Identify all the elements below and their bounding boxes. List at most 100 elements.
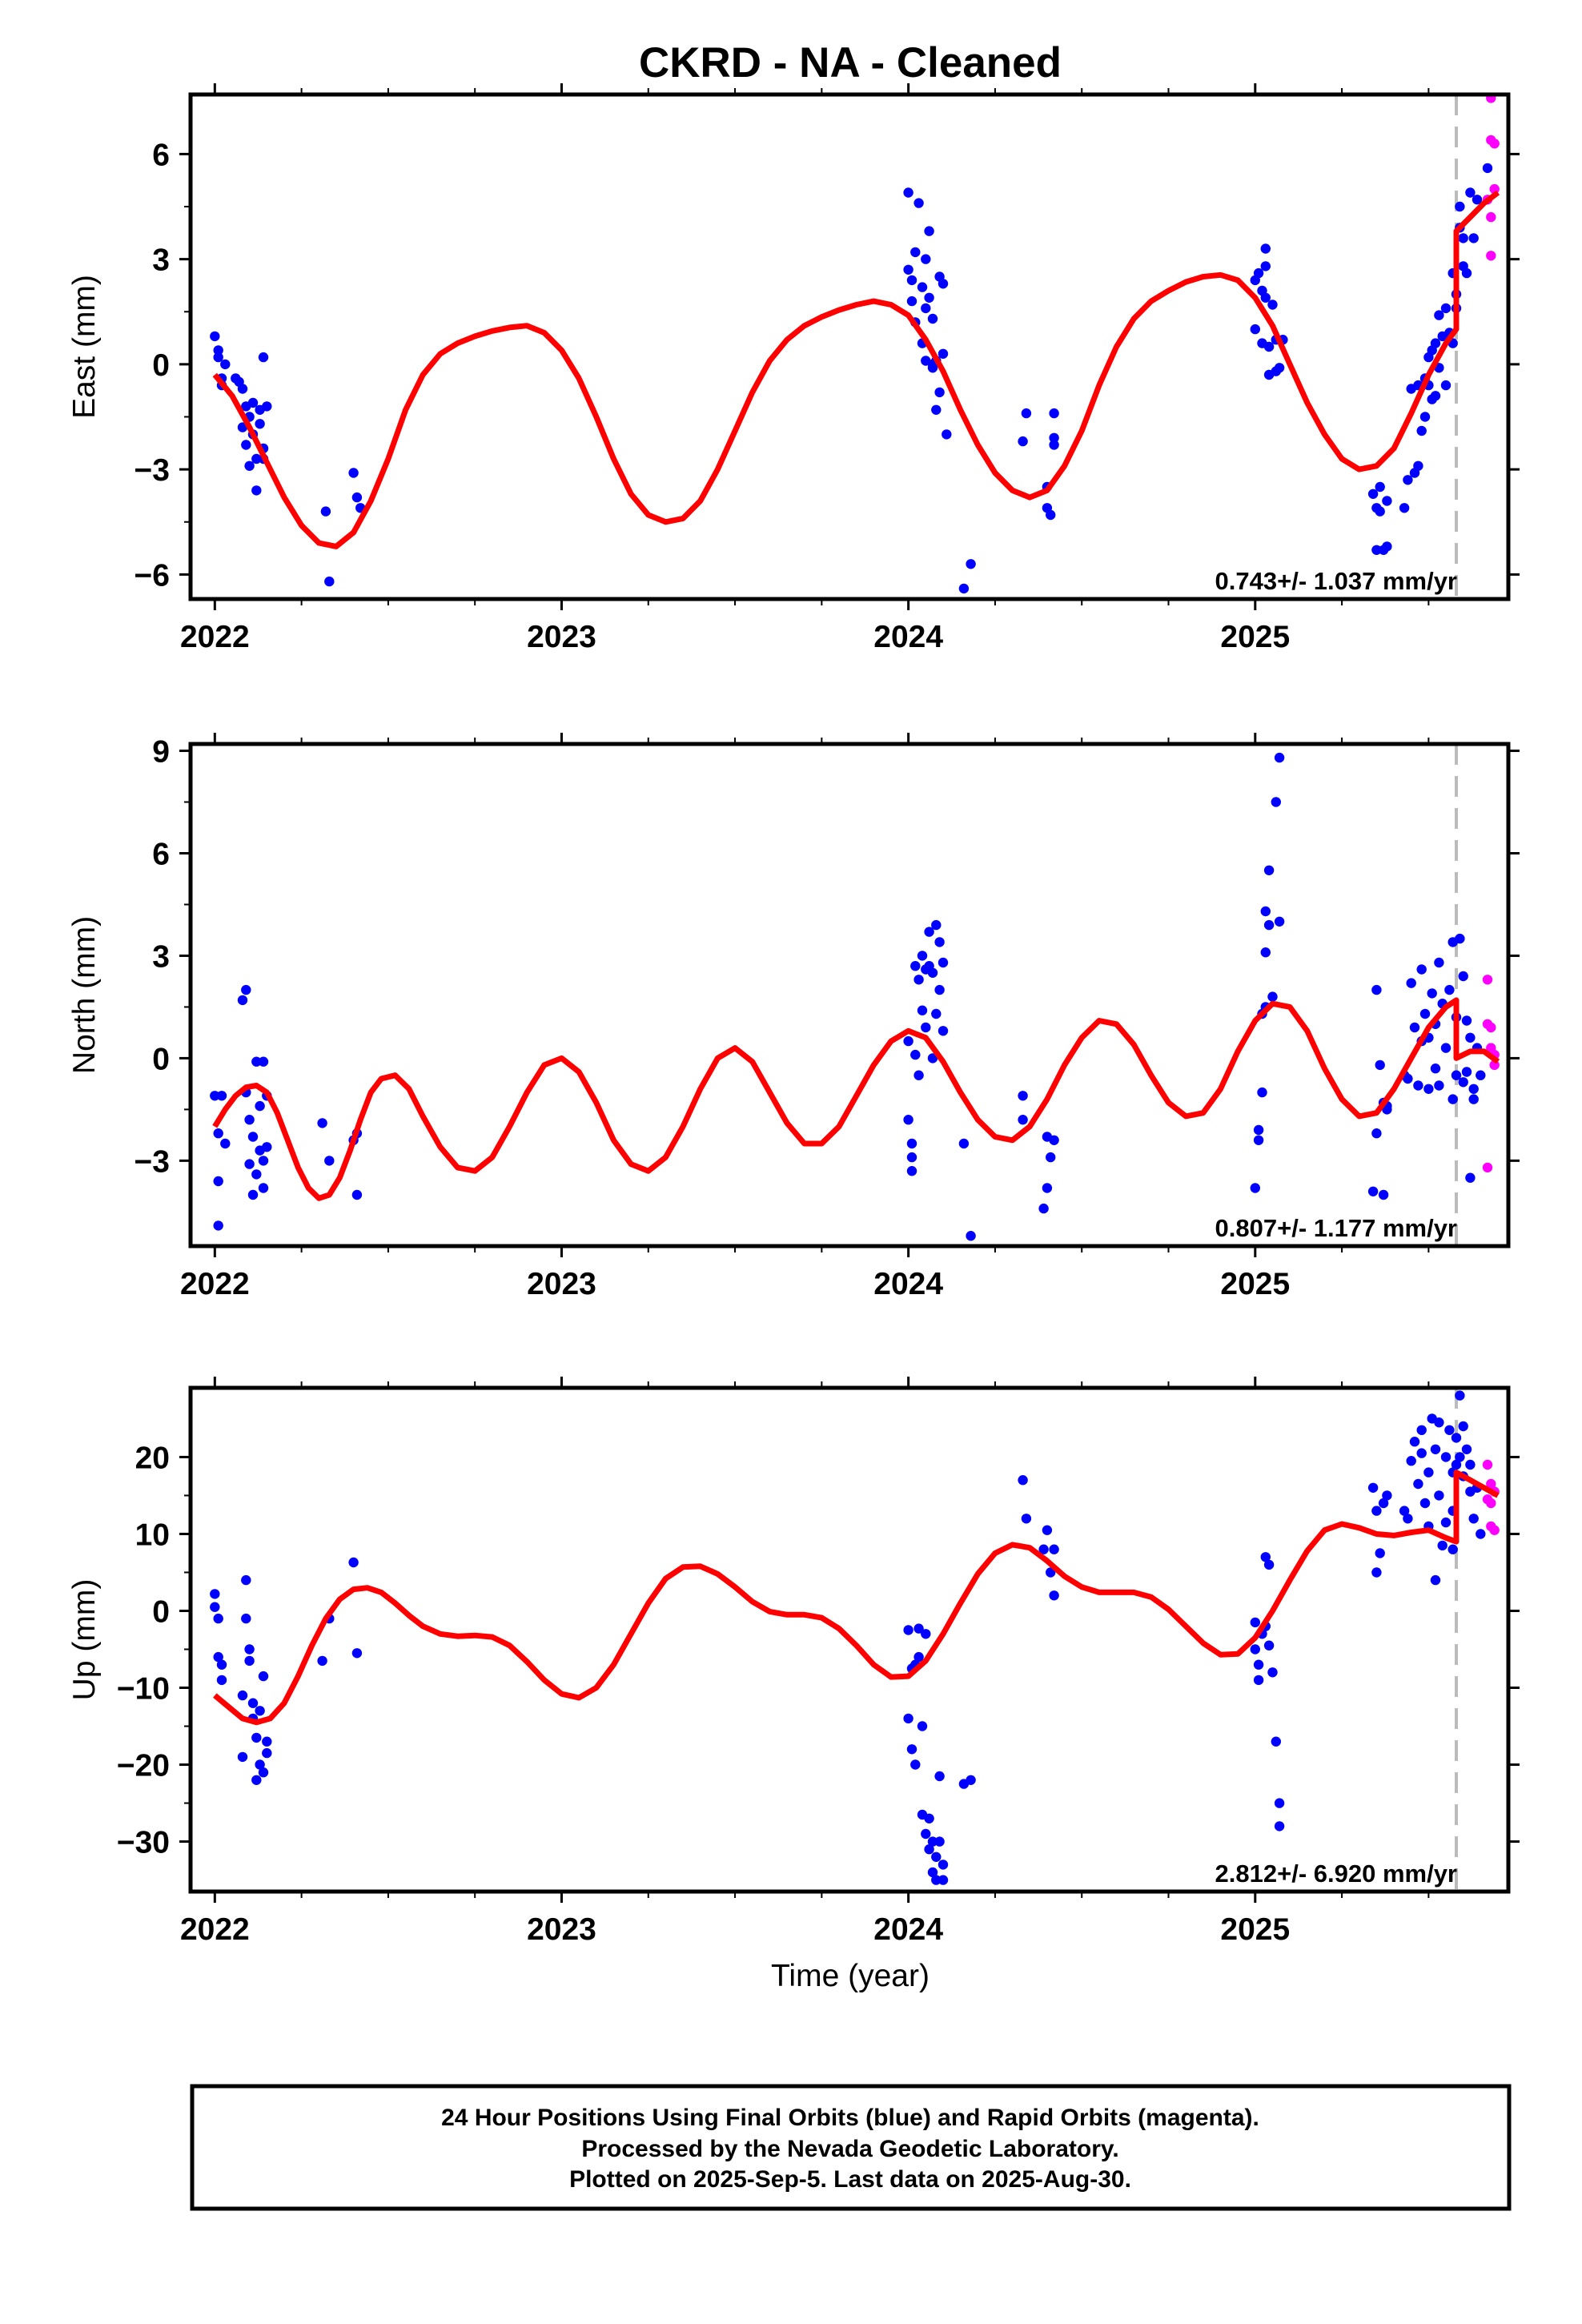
x-tick-label: 2024	[873, 1912, 943, 1947]
final-orbit-point	[1455, 1390, 1465, 1401]
x-tick-label: 2023	[527, 1267, 596, 1301]
final-orbit-point	[1375, 1548, 1385, 1558]
final-orbit-point	[934, 984, 945, 995]
y-tick-label: 0	[152, 1042, 170, 1076]
final-orbit-point	[255, 1759, 265, 1770]
final-orbit-point	[1250, 324, 1261, 335]
final-orbit-point	[1419, 412, 1431, 422]
final-orbit-point	[1371, 984, 1382, 995]
footer-box	[190, 2084, 1512, 2211]
final-orbit-point	[1409, 1022, 1420, 1033]
final-orbit-point	[1447, 1544, 1458, 1554]
final-orbit-point	[924, 226, 934, 236]
y-tick-label: 0	[152, 1594, 170, 1629]
x-tick-label: 2024	[873, 1267, 943, 1301]
final-orbit-point	[1451, 1070, 1462, 1080]
final-orbit-point	[910, 1049, 921, 1060]
final-orbit-point	[910, 1759, 921, 1770]
final-orbit-point	[251, 1775, 262, 1785]
final-orbit-point	[913, 1070, 924, 1080]
final-orbit-point	[921, 1022, 931, 1033]
final-orbit-point	[1430, 1063, 1441, 1074]
final-orbit-point	[1250, 1617, 1261, 1628]
final-orbit-point	[927, 1053, 938, 1063]
x-tick-label: 2023	[527, 620, 596, 654]
final-orbit-point	[247, 1189, 259, 1200]
final-orbit-point	[1440, 1043, 1452, 1053]
final-orbit-point	[927, 1867, 938, 1878]
final-orbit-point	[1274, 363, 1285, 373]
final-orbit-point	[1461, 1444, 1472, 1455]
final-orbit-point	[1461, 1015, 1472, 1026]
final-orbit-point	[1042, 1183, 1053, 1193]
final-orbit-point	[1382, 1490, 1392, 1501]
final-orbit-point	[1409, 1437, 1420, 1447]
x-tick-label: 2024	[873, 620, 943, 654]
rapid-orbit-point	[1486, 1498, 1496, 1509]
final-orbit-point	[1253, 1135, 1264, 1146]
final-orbit-point	[927, 363, 938, 373]
final-orbit-point	[1250, 1644, 1261, 1655]
final-orbit-point	[1382, 1104, 1392, 1115]
rapid-orbit-point	[1489, 1525, 1500, 1535]
final-orbit-point	[1430, 1574, 1441, 1586]
final-orbit-point	[1271, 1736, 1282, 1747]
final-orbit-point	[351, 1189, 363, 1200]
final-orbit-point	[1260, 947, 1271, 958]
north-panel: −3 0 3 6 9 2022 2023 2024 2025 North (mm) 0.807+/-…	[67, 733, 1520, 1301]
final-orbit-point	[1018, 1091, 1028, 1101]
final-orbit-point	[255, 1706, 265, 1716]
final-orbit-point	[210, 1602, 220, 1612]
final-orbit-point	[1434, 1080, 1444, 1091]
velocity-label: 2.812+/- 6.920 mm/yr	[1215, 1860, 1457, 1888]
y-tick-label: 3	[152, 243, 170, 278]
final-orbit-point	[210, 331, 220, 342]
final-orbit-point	[1399, 1506, 1410, 1516]
final-orbit-point	[921, 1828, 931, 1839]
final-orbit-point	[324, 576, 335, 587]
final-orbit-point	[258, 1671, 269, 1682]
final-orbit-point	[903, 187, 913, 198]
final-orbit-point	[1444, 1425, 1455, 1436]
final-orbit-point	[931, 404, 942, 415]
rapid-orbit-point	[1486, 1478, 1496, 1490]
y-tick-label: 0	[152, 348, 170, 383]
final-orbit-point	[1403, 1514, 1413, 1524]
final-orbit-point	[1419, 1008, 1431, 1019]
final-orbit-point	[1263, 919, 1275, 931]
footer-line-1: 24 Hour Positions Using Final Orbits (bl…	[441, 2105, 1259, 2131]
final-orbit-point	[1416, 425, 1427, 436]
final-orbit-point	[1419, 1498, 1431, 1509]
final-orbit-point	[1455, 933, 1465, 944]
final-orbit-point	[237, 1751, 248, 1763]
final-orbit-point	[216, 1675, 227, 1686]
final-orbit-point	[906, 296, 917, 307]
final-orbit-point	[917, 951, 928, 961]
x-tick-label: 2025	[1220, 620, 1290, 654]
final-orbit-point	[213, 1176, 223, 1187]
final-orbit-point	[966, 559, 976, 569]
final-orbit-point	[262, 1747, 272, 1759]
final-orbit-point	[1267, 991, 1278, 1002]
final-orbit-point	[1267, 1667, 1278, 1678]
y-tick-label: 9	[152, 735, 170, 770]
final-orbit-point	[213, 345, 223, 356]
final-orbit-point	[1461, 1067, 1472, 1077]
final-orbit-point	[1476, 1070, 1486, 1080]
final-orbit-point	[1458, 1077, 1468, 1088]
final-orbit-point	[258, 1056, 269, 1067]
final-orbit-point	[1406, 978, 1416, 988]
final-orbit-point	[1434, 957, 1444, 968]
final-orbit-point	[1021, 1514, 1032, 1524]
final-orbit-point	[1403, 475, 1413, 485]
plot-frame	[188, 742, 1511, 1248]
final-orbit-point	[938, 279, 949, 289]
final-orbit-point	[1018, 436, 1028, 447]
rapid-orbit-point	[1486, 211, 1496, 223]
final-orbit-point	[1263, 1640, 1275, 1651]
final-orbit-point	[1427, 988, 1437, 999]
final-orbit-point	[1430, 338, 1441, 348]
velocity-label: 0.743+/- 1.037 mm/yr	[1215, 567, 1457, 595]
final-orbit-point	[938, 1860, 949, 1870]
final-orbit-point	[1416, 1425, 1427, 1436]
